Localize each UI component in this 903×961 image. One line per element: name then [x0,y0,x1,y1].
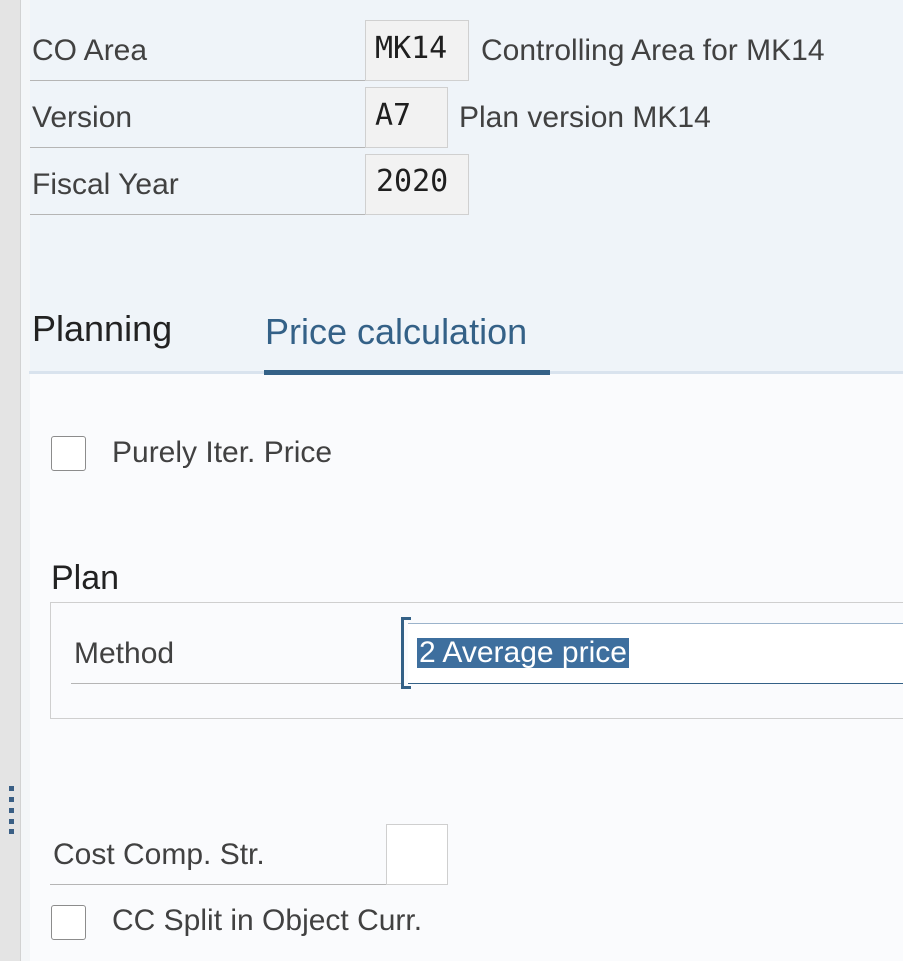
input-value: MK14 [375,31,448,66]
field-underline [50,884,386,885]
checkbox[interactable] [51,436,86,471]
input-field[interactable] [365,20,469,81]
field-label: Cost Comp. Str. [53,838,265,871]
splitter-grip [9,829,14,834]
field-underline [30,147,365,148]
input-value: 2020 [376,164,449,199]
side-strip [0,0,20,961]
splitter-grip [9,808,14,813]
checkbox[interactable] [51,905,86,940]
field-underline [71,683,401,684]
checkbox-label: Purely Iter. Price [112,436,333,469]
checkbox-label: CC Split in Object Curr. [112,904,423,937]
field-label: Version [32,101,133,134]
tab[interactable]: Planning [32,308,173,349]
splitter-grip [9,797,14,802]
group-title: Plan [51,559,120,597]
field-description: Controlling Area for MK14 [481,34,825,67]
input-field[interactable] [386,824,448,885]
focus-bracket [401,617,411,689]
input-field[interactable] [365,154,469,215]
dropdown-value: 2 Average price [417,636,629,669]
field-underline [30,80,365,81]
tab-selected[interactable]: Price calculation [265,311,528,352]
input-value: A7 [375,98,412,133]
field-label: Method [74,637,175,670]
field-underline [30,214,365,215]
splitter-grip [9,786,14,791]
group-box [50,602,903,719]
splitter-grip [9,819,14,824]
field-label: CO Area [32,34,148,67]
tab-indicator [264,370,550,375]
splitter[interactable] [20,0,30,961]
input-field[interactable] [365,87,448,148]
field-label: Fiscal Year [32,168,179,201]
field-description: Plan version MK14 [459,101,711,134]
